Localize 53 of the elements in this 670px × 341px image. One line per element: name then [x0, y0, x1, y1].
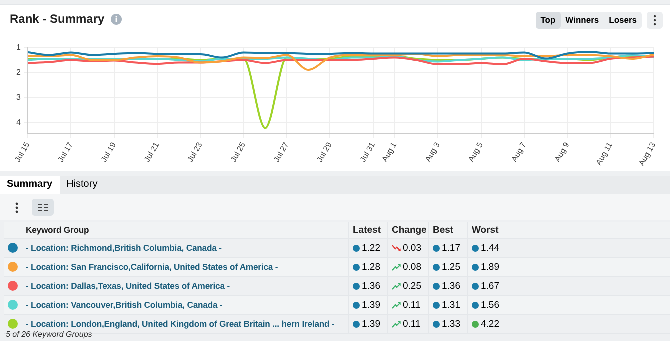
text: 4.22 — [481, 318, 500, 330]
text: 1.67 — [481, 280, 500, 292]
text: Best — [428, 222, 467, 238]
legend-label: - Location: Dallas,Texas, United States of America - — [25, 281, 231, 291]
y-tick-label: 3 — [16, 92, 22, 102]
text: 1.28 — [362, 262, 380, 272]
text: 1.89 — [481, 262, 500, 272]
text: 1.44 — [481, 242, 500, 254]
x-tick-label: Jul 19 — [100, 140, 118, 164]
line-series — [28, 54, 654, 63]
text: Worst — [467, 222, 506, 238]
text: 1.25 — [442, 262, 460, 272]
text: 1.36 — [362, 280, 380, 292]
text: 1.36 — [442, 280, 460, 292]
text: Latest — [348, 222, 387, 238]
x-tick-label: Jul 15 — [13, 140, 32, 164]
text: 0.11 — [403, 318, 421, 330]
line-series — [28, 51, 654, 60]
text: Change — [387, 222, 428, 238]
text: 1.22 — [362, 242, 380, 254]
legend-label: - Location: Richmond,British Columbia, Canada - — [25, 243, 223, 253]
y-tick-label: 2 — [16, 68, 22, 77]
legend-label: - Location: San Francisco,California, United States of America - — [25, 262, 280, 272]
text: 1.39 — [362, 318, 380, 330]
text: 1.56 — [481, 300, 500, 310]
text: Summary — [0, 176, 60, 194]
line-series — [28, 56, 654, 66]
x-tick-label: Jul 27 — [272, 140, 291, 164]
text: 1.39 — [362, 300, 380, 310]
x-tick-label: Jul 25 — [229, 140, 248, 164]
text: History — [66, 178, 99, 192]
text: 1.33 — [442, 318, 460, 330]
x-tick-label: Jul 29 — [315, 140, 334, 164]
x-tick-label: Jul 17 — [56, 140, 76, 164]
text: 5 of 26 Keyword Groups — [6, 330, 92, 339]
x-tick-label: Jul 21 — [142, 140, 162, 164]
y-tick-label: 1 — [16, 43, 22, 52]
text: 0.11 — [403, 300, 421, 310]
y-tick-label: 4 — [16, 118, 22, 127]
text: 0.25 — [403, 280, 422, 292]
legend-label: - Location: Vancouver,British Columbia, Canada - — [25, 300, 224, 310]
text: 1.31 — [442, 300, 460, 310]
text: 0.08 — [403, 262, 422, 272]
text: Top — [536, 12, 561, 29]
text: Keyword Group — [25, 225, 90, 235]
text: Losers — [608, 14, 638, 27]
text: Winners — [564, 14, 600, 27]
text: 1.17 — [442, 242, 460, 254]
text: 0.03 — [403, 242, 422, 254]
x-tick-label: Jul 31 — [358, 140, 378, 164]
legend-label: - Location: London,England, United Kingdom of Great Britain ... hern Ireland - — [25, 319, 336, 329]
chart-title: Rank - Summary — [10, 12, 105, 26]
x-tick-label: Jul 23 — [186, 140, 205, 164]
